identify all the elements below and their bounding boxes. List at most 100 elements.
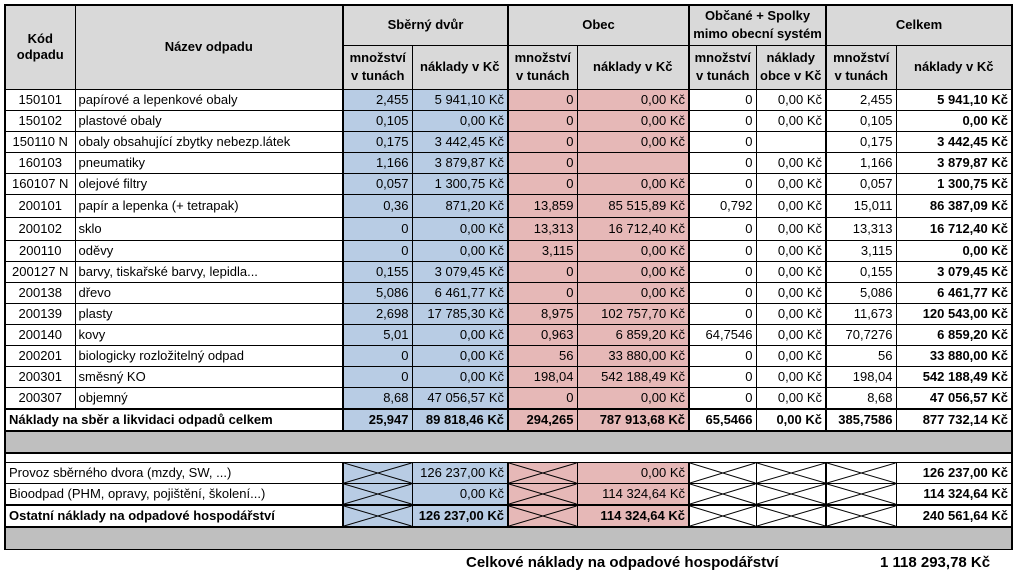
row-kod: 200127 N bbox=[4, 260, 76, 283]
row-sd-mnozstvi: 5,086 bbox=[342, 281, 413, 304]
row-nazev: olejové filtry bbox=[74, 172, 344, 195]
row-os-naklady: 0,00 Kč bbox=[755, 109, 827, 132]
row-ob-mnozstvi: 0 bbox=[507, 151, 578, 174]
spacer-band bbox=[4, 430, 1013, 453]
row-os-mnozstvi: 0 bbox=[688, 260, 757, 283]
row-os-naklady: 0,00 Kč bbox=[755, 365, 827, 388]
row-sd-mnozstvi: 0,105 bbox=[342, 109, 413, 132]
row-ob-naklady: 542 188,49 Kč bbox=[576, 365, 690, 388]
header-sberny-dvur: Sběrný dvůr bbox=[342, 4, 509, 46]
row-os-naklady: 0,00 Kč bbox=[755, 260, 827, 283]
row-ob-naklady: 0,00 Kč bbox=[576, 172, 690, 195]
row-ob-naklady: 0,00 Kč bbox=[576, 88, 690, 111]
other-os-mnozstvi-crossed bbox=[688, 462, 757, 484]
row-os-naklady: 0,00 Kč bbox=[755, 386, 827, 409]
row-sd-naklady: 6 461,77 Kč bbox=[411, 281, 509, 304]
row-c-naklady: 1 300,75 Kč bbox=[895, 172, 1013, 195]
row-ob-mnozstvi: 3,115 bbox=[507, 239, 578, 262]
row-os-naklady: 0,00 Kč bbox=[755, 323, 827, 346]
row-nazev: plasty bbox=[74, 302, 344, 325]
row-os-mnozstvi: 0 bbox=[688, 365, 757, 388]
row-sd-naklady: 0,00 Kč bbox=[411, 109, 509, 132]
table-row: 200138 dřevo 5,086 6 461,77 Kč 0 0,00 Kč 0 0,00… bbox=[4, 281, 1013, 304]
header-nazev: Název odpadu bbox=[74, 4, 344, 90]
row-sd-mnozstvi: 0,155 bbox=[342, 260, 413, 283]
spacer-row bbox=[4, 430, 1013, 453]
other-ob-naklady: 114 324,64 Kč bbox=[576, 504, 690, 528]
waste-cost-table: Kód odpadu Název odpadu Sběrný dvůr Obec… bbox=[4, 4, 1013, 550]
row-sd-mnozstvi: 0,175 bbox=[342, 130, 413, 153]
row-os-mnozstvi: 0 bbox=[688, 151, 757, 174]
row-sd-naklady: 0,00 Kč bbox=[411, 365, 509, 388]
totals-sd-mnozstvi: 25,947 bbox=[342, 407, 413, 432]
row-os-mnozstvi: 0 bbox=[688, 344, 757, 367]
table-row: 200101 papír a lepenka (+ tetrapak) 0,36 87… bbox=[4, 193, 1013, 218]
row-sd-naklady: 1 300,75 Kč bbox=[411, 172, 509, 195]
other-ob-mnozstvi-crossed bbox=[507, 483, 578, 506]
row-c-naklady: 47 056,57 Kč bbox=[895, 386, 1013, 409]
other-os-naklady-crossed bbox=[755, 483, 827, 506]
table-row: 200201 biologicky rozložitelný odpad 0 0,00… bbox=[4, 344, 1013, 367]
row-kod: 200101 bbox=[4, 193, 76, 218]
row-os-mnozstvi: 0 bbox=[688, 216, 757, 241]
row-kod: 200201 bbox=[4, 344, 76, 367]
totals-os-naklady: 0,00 Kč bbox=[755, 407, 827, 432]
row-c-mnozstvi: 2,455 bbox=[825, 88, 897, 111]
other-sd-naklady: 126 237,00 Kč bbox=[411, 462, 509, 484]
row-ob-naklady: 85 515,89 Kč bbox=[576, 193, 690, 218]
row-kod: 160107 N bbox=[4, 172, 76, 195]
row-c-mnozstvi: 0,057 bbox=[825, 172, 897, 195]
row-ob-naklady: 6 859,20 Kč bbox=[576, 323, 690, 346]
row-ob-mnozstvi: 0 bbox=[507, 386, 578, 409]
other-label: Provoz sběrného dvora (mzdy, SW, ...) bbox=[4, 462, 344, 484]
table-row: 200140 kovy 5,01 0,00 Kč 0,963 6 859,20 Kč 64,… bbox=[4, 323, 1013, 346]
row-nazev: barvy, tiskařské barvy, lepidla... bbox=[74, 260, 344, 283]
header-kod: Kód odpadu bbox=[4, 4, 76, 90]
row-os-naklady: 0,00 Kč bbox=[755, 344, 827, 367]
row-kod: 160103 bbox=[4, 151, 76, 174]
row-sd-mnozstvi: 2,698 bbox=[342, 302, 413, 325]
other-sd-mnozstvi-crossed bbox=[342, 483, 413, 506]
row-nazev: oděvy bbox=[74, 239, 344, 262]
other-c-naklady: 114 324,64 Kč bbox=[895, 483, 1013, 506]
blank-row bbox=[4, 451, 1013, 463]
row-c-mnozstvi: 11,673 bbox=[825, 302, 897, 325]
row-nazev: plastové obaly bbox=[74, 109, 344, 132]
row-ob-naklady: 16 712,40 Kč bbox=[576, 216, 690, 241]
row-sd-naklady: 17 785,30 Kč bbox=[411, 302, 509, 325]
other-os-naklady-crossed bbox=[755, 504, 827, 528]
row-ob-naklady: 0,00 Kč bbox=[576, 239, 690, 262]
header-ob-naklady: náklady v Kč bbox=[576, 44, 690, 90]
row-ob-mnozstvi: 13,313 bbox=[507, 216, 578, 241]
table-row: 200127 N barvy, tiskařské barvy, lepidla… bbox=[4, 260, 1013, 283]
other-sd-mnozstvi-crossed bbox=[342, 504, 413, 528]
table-row: 200301 směsný KO 0 0,00 Kč 198,04 542 188,49 … bbox=[4, 365, 1013, 388]
row-sd-mnozstvi: 0,36 bbox=[342, 193, 413, 218]
totals-os-mnozstvi: 65,5466 bbox=[688, 407, 757, 432]
row-ob-mnozstvi: 198,04 bbox=[507, 365, 578, 388]
row-sd-naklady: 47 056,57 Kč bbox=[411, 386, 509, 409]
row-os-naklady: 0,00 Kč bbox=[755, 239, 827, 262]
other-os-naklady-crossed bbox=[755, 462, 827, 484]
row-kod: 200139 bbox=[4, 302, 76, 325]
row-nazev: obaly obsahující zbytky nebezp.látek bbox=[74, 130, 344, 153]
other-cost-row: Bioodpad (PHM, opravy, pojištění, školen… bbox=[4, 483, 1013, 506]
totals-row: Náklady na sběr a likvidaci odpadů celke… bbox=[4, 407, 1013, 432]
row-ob-naklady: 0,00 Kč bbox=[576, 109, 690, 132]
totals-ob-naklady: 787 913,68 Kč bbox=[576, 407, 690, 432]
table-row: 150102 plastové obaly 0,105 0,00 Kč 0 0,00 Kč… bbox=[4, 109, 1013, 132]
summary-value: 1 118 293,78 Kč bbox=[880, 554, 991, 571]
row-ob-naklady: 0,00 Kč bbox=[576, 130, 690, 153]
row-c-mnozstvi: 13,313 bbox=[825, 216, 897, 241]
row-nazev: objemný bbox=[74, 386, 344, 409]
row-kod: 200307 bbox=[4, 386, 76, 409]
row-os-naklady: 0,00 Kč bbox=[755, 172, 827, 195]
row-ob-mnozstvi: 56 bbox=[507, 344, 578, 367]
spacer-row bbox=[4, 526, 1013, 550]
row-os-mnozstvi: 0,792 bbox=[688, 193, 757, 218]
row-ob-naklady: 33 880,00 Kč bbox=[576, 344, 690, 367]
other-label: Ostatní náklady na odpadové hospodářství bbox=[4, 504, 344, 528]
other-c-mnozstvi-crossed bbox=[825, 504, 897, 528]
row-nazev: kovy bbox=[74, 323, 344, 346]
